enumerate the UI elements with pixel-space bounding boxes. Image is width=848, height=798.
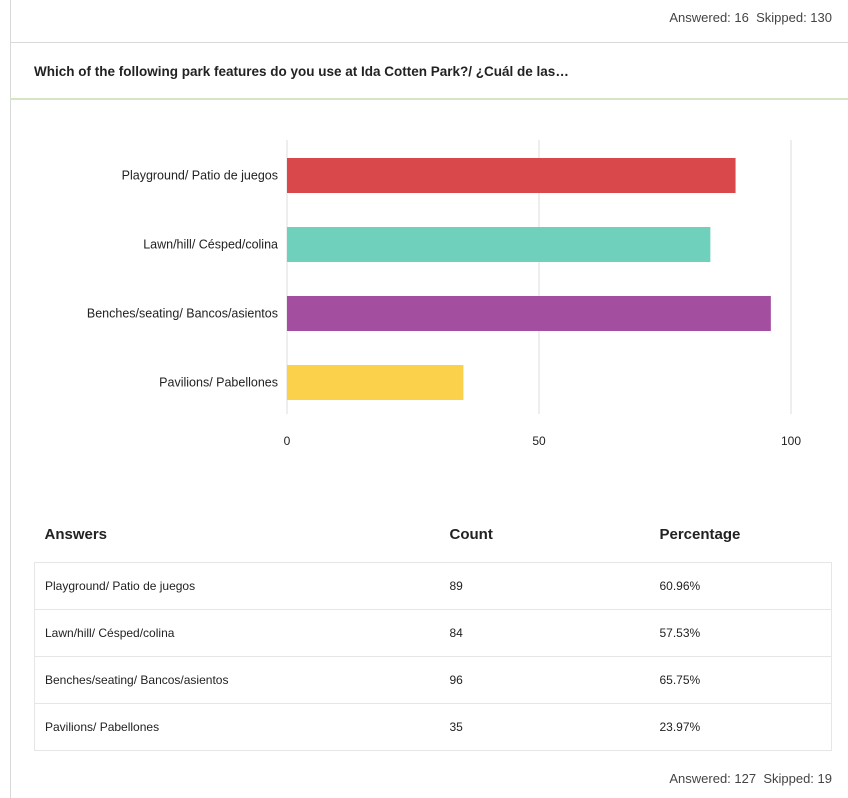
table-row: Lawn/hill/ Césped/colina 84 57.53% xyxy=(34,609,832,657)
count-cell: 35 xyxy=(439,703,650,751)
category-label: Playground/ Patio de juegos xyxy=(122,169,278,183)
table-row: Pavilions/ Pabellones 35 23.97% xyxy=(34,703,832,751)
header-count: Count xyxy=(449,525,493,543)
bar xyxy=(287,227,711,262)
category-label: Lawn/hill/ Césped/colina xyxy=(143,238,278,252)
table-row: Benches/seating/ Bancos/asientos 96 65.7… xyxy=(34,656,832,704)
answers-table: Answers Count Percentage Playground/ Pat… xyxy=(34,520,832,751)
percentage-cell: 65.75% xyxy=(649,656,832,704)
bar xyxy=(287,158,736,193)
table-header-row: Answers Count Percentage xyxy=(35,520,832,563)
header-answers: Answers xyxy=(44,525,108,543)
panel-left-border xyxy=(10,0,11,798)
response-summary-top: Answered: 16 Skipped: 130 xyxy=(669,10,832,25)
bar xyxy=(287,365,464,400)
question-divider xyxy=(10,98,848,100)
percentage-cell: 57.53% xyxy=(649,609,832,657)
table-row: Playground/ Patio de juegos 89 60.96% xyxy=(34,562,832,610)
skipped-count: Skipped: 130 xyxy=(756,10,832,25)
bar xyxy=(287,296,771,331)
percentage-cell: 60.96% xyxy=(649,562,832,610)
category-label: Benches/seating/ Bancos/asientos xyxy=(87,307,278,321)
answer-cell: Lawn/hill/ Césped/colina xyxy=(34,609,440,657)
category-label: Pavilions/ Pabellones xyxy=(159,376,278,390)
x-tick-label: 0 xyxy=(284,434,291,448)
skipped-count: Skipped: 19 xyxy=(763,771,832,786)
answer-cell: Benches/seating/ Bancos/asientos xyxy=(34,656,440,704)
bar-chart: 0 50 100 Playground/ Patio de juegos Lawn/hi… xyxy=(87,140,801,448)
count-cell: 89 xyxy=(439,562,650,610)
x-tick-label: 100 xyxy=(781,434,801,448)
question-title: Which of the following park features do … xyxy=(34,64,569,79)
x-tick-label: 50 xyxy=(532,434,546,448)
answer-cell: Playground/ Patio de juegos xyxy=(34,562,440,610)
header-percentage: Percentage xyxy=(659,525,741,543)
response-summary-bottom: Answered: 127 Skipped: 19 xyxy=(669,771,832,786)
count-cell: 84 xyxy=(439,609,650,657)
header-divider xyxy=(10,42,848,43)
answered-count: Answered: 16 xyxy=(669,10,749,25)
count-cell: 96 xyxy=(439,656,650,704)
percentage-cell: 23.97% xyxy=(649,703,832,751)
answer-cell: Pavilions/ Pabellones xyxy=(34,703,440,751)
answered-count: Answered: 127 xyxy=(669,771,757,786)
